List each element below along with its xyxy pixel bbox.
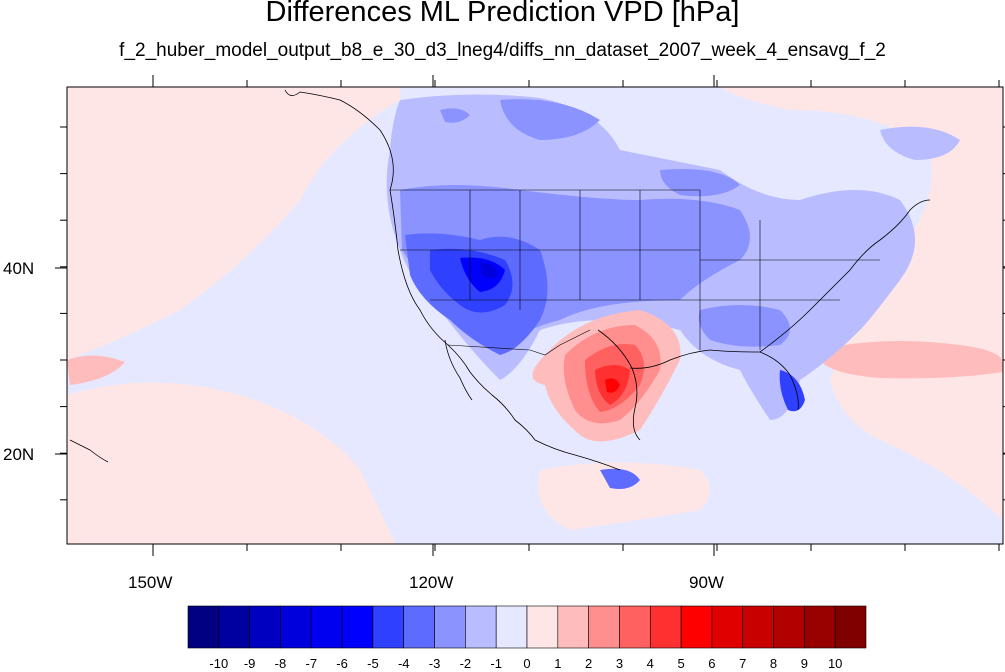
colorbar-label: 4 (646, 656, 654, 671)
colorbar-swatch (834, 605, 867, 649)
colorbar-label: -1 (490, 656, 502, 671)
colorbar-swatch (649, 605, 682, 649)
lon-label-150w: 150W (128, 573, 173, 592)
colorbar-label: 6 (708, 656, 716, 671)
lon-label-120w: 120W (409, 573, 454, 592)
colorbar-swatch (742, 605, 774, 649)
figure-subtitle: f_2_huber_model_output_b8_e_30_d3_lneg4/… (119, 40, 886, 61)
positive-ocean-regions (67, 87, 1003, 544)
colorbar-swatch (619, 605, 651, 649)
colorbar-label: -4 (397, 656, 410, 671)
figure-title: Differences ML Prediction VPD [hPa] (265, 0, 740, 28)
colorbar-label: -3 (428, 656, 441, 671)
colorbar-swatch (310, 605, 343, 649)
colorbar-swatch (218, 605, 250, 649)
colorbar-swatch (773, 605, 805, 649)
colorbar-swatch (403, 605, 435, 649)
political-borders (390, 189, 880, 356)
colorbar-swatch (465, 605, 497, 649)
colorbar-label: -5 (367, 656, 379, 671)
positive-regions (532, 310, 681, 442)
colorbar-swatch (588, 605, 620, 649)
colorbar-swatch (341, 605, 374, 649)
colorbar-swatch (280, 605, 312, 649)
colorbar-label: -10 (209, 656, 229, 671)
colorbar-swatch (495, 605, 528, 649)
colorbar-swatch (526, 605, 559, 649)
lon-label-90w: 90W (689, 573, 724, 592)
axis-ticks (55, 75, 1005, 556)
map-plot-area (67, 87, 1003, 544)
colorbar-label: 7 (739, 656, 747, 671)
colorbar-label: 5 (677, 656, 685, 671)
colorbar-swatch (804, 605, 836, 649)
colorbar (187, 605, 867, 649)
colorbar-swatch (680, 605, 713, 649)
lat-label-40n: 40N (3, 259, 35, 278)
colorbar-swatch (372, 605, 405, 649)
negative-regions (386, 94, 960, 489)
colorbar-swatch (434, 605, 466, 649)
colorbar-label: 3 (615, 656, 624, 671)
map-frame (66, 86, 1004, 545)
colorbar-label: 2 (585, 656, 593, 671)
colorbar-label: 9 (800, 656, 808, 671)
colorbar-label: -8 (274, 656, 287, 671)
colorbar-label: 1 (554, 656, 562, 671)
colorbar-label: -6 (336, 656, 348, 671)
colorbar-swatch (187, 605, 220, 649)
colorbar-label: -9 (243, 656, 256, 671)
colorbar-swatch (711, 605, 744, 649)
colorbar-label: -7 (305, 656, 318, 671)
colorbar-label: 0 (523, 656, 531, 671)
lat-label-20n: 20N (3, 445, 35, 464)
colorbar-swatch (557, 605, 589, 649)
colorbar-label: -2 (459, 656, 472, 671)
coastlines (69, 89, 931, 471)
colorbar-label: 10 (827, 656, 843, 671)
colorbar-swatch (249, 605, 281, 649)
colorbar-label: 8 (769, 656, 778, 671)
